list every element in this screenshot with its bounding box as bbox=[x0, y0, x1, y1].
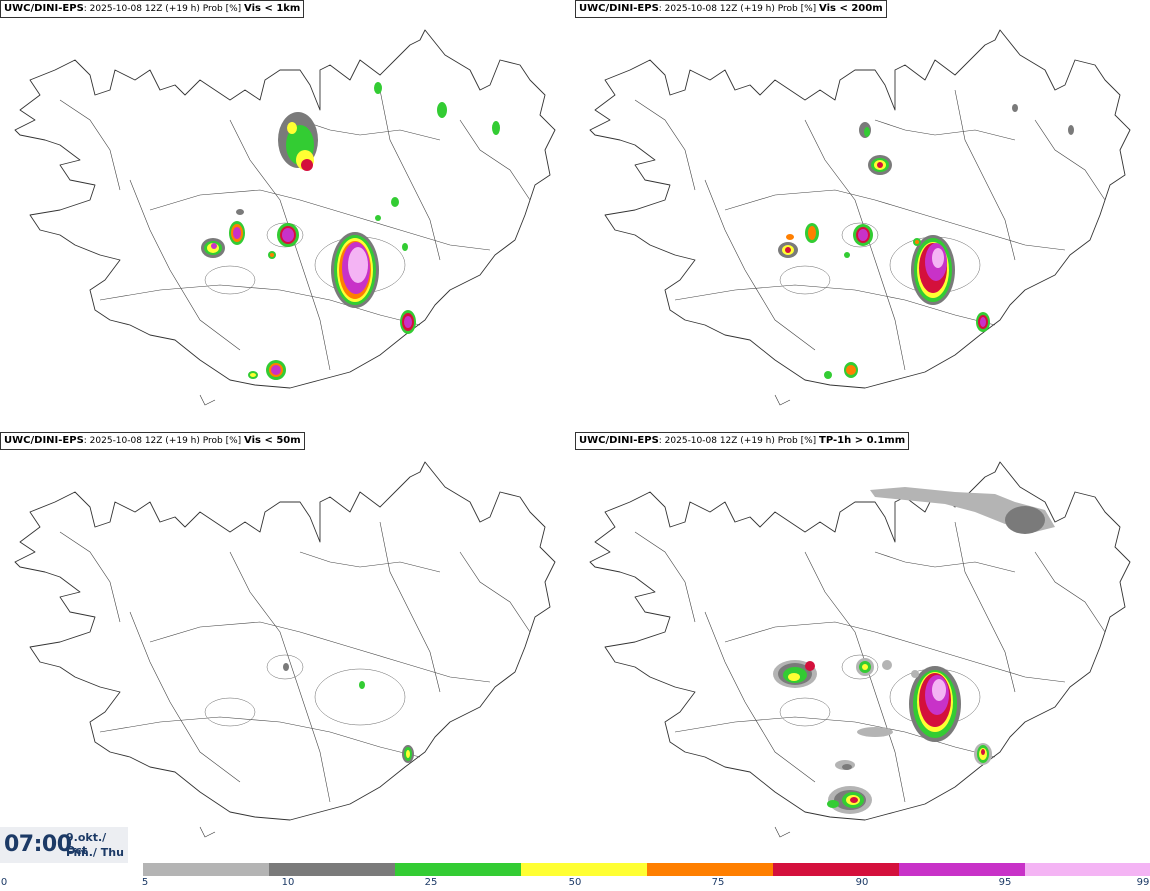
colorbar-segment bbox=[773, 863, 899, 876]
iceland-map bbox=[14, 29, 556, 406]
run-info: : 2025-10-08 12Z (+19 h) Prob [%] bbox=[658, 436, 820, 446]
map-panel-vis-50m: UWC/DINI-EPS: 2025-10-08 12Z (+19 h) Pro… bbox=[0, 432, 575, 862]
map-panel-precip: UWC/DINI-EPS: 2025-10-08 12Z (+19 h) Pro… bbox=[575, 432, 1150, 862]
variable-name: TP-1h > 0.1mm bbox=[819, 435, 906, 446]
colorbar-tick-label: 99 bbox=[1136, 877, 1150, 888]
model-source: UWC/DINI-EPS bbox=[579, 3, 659, 14]
prob-blob bbox=[248, 310, 416, 380]
prob-blob bbox=[824, 104, 1074, 379]
colorbar-tick-label: 5 bbox=[141, 877, 149, 888]
prob-blob bbox=[778, 223, 873, 258]
valid-weekday: Fim./ Thu bbox=[66, 846, 124, 859]
panel-title: UWC/DINI-EPS: 2025-10-08 12Z (+19 h) Pro… bbox=[575, 432, 910, 450]
iceland-map bbox=[14, 461, 556, 838]
valid-time: 07:00 bbox=[4, 832, 72, 857]
colorbar-segment bbox=[899, 863, 1025, 876]
prob-blob bbox=[283, 663, 414, 763]
model-source: UWC/DINI-EPS bbox=[579, 435, 659, 446]
run-info: : 2025-10-08 12Z (+19 h) Prob [%] bbox=[658, 4, 820, 14]
colorbar-segment bbox=[269, 863, 395, 876]
prob-blob bbox=[859, 122, 892, 175]
variable-name: Vis < 1km bbox=[244, 3, 301, 14]
panel-title: UWC/DINI-EPS: 2025-10-08 12Z (+19 h) Pro… bbox=[0, 0, 305, 18]
colorbar bbox=[143, 863, 1150, 876]
variable-name: Vis < 50m bbox=[244, 435, 301, 446]
prob-blob bbox=[201, 221, 245, 258]
prob-blob bbox=[835, 660, 992, 770]
iceland-map bbox=[589, 29, 1131, 406]
colorbar-segment bbox=[1025, 863, 1150, 876]
colorbar-tick-label: 25 bbox=[424, 877, 438, 888]
panel-title: UWC/DINI-EPS: 2025-10-08 12Z (+19 h) Pro… bbox=[0, 432, 305, 450]
colorbar-tick-label: 10 bbox=[281, 877, 295, 888]
colorbar-segment bbox=[647, 863, 773, 876]
prob-blob bbox=[909, 666, 961, 742]
prob-blob bbox=[773, 658, 874, 688]
run-info: : 2025-10-08 12Z (+19 h) Prob [%] bbox=[83, 4, 245, 14]
valid-time-box: 07:00 9.okt./ Oct Fim./ Thu bbox=[0, 827, 128, 863]
colorbar-segment bbox=[395, 863, 521, 876]
colorbar-tick-label: 0 bbox=[0, 877, 8, 888]
colorbar-tick-label: 95 bbox=[998, 877, 1012, 888]
prob-blob bbox=[331, 232, 379, 308]
iceland-map bbox=[589, 461, 1131, 838]
colorbar-segment bbox=[521, 863, 647, 876]
prob-blob bbox=[278, 112, 318, 171]
prob-blob bbox=[236, 82, 500, 259]
panel-title: UWC/DINI-EPS: 2025-10-08 12Z (+19 h) Pro… bbox=[575, 0, 887, 18]
prob-blob bbox=[911, 235, 955, 305]
map-panel-vis-200m: UWC/DINI-EPS: 2025-10-08 12Z (+19 h) Pro… bbox=[575, 0, 1150, 430]
model-source: UWC/DINI-EPS bbox=[4, 3, 84, 14]
colorbar-tick-label: 75 bbox=[711, 877, 725, 888]
colorbar-tick-label: 90 bbox=[855, 877, 869, 888]
run-info: : 2025-10-08 12Z (+19 h) Prob [%] bbox=[83, 436, 245, 446]
variable-name: Vis < 200m bbox=[819, 3, 883, 14]
map-panel-vis-1km: UWC/DINI-EPS: 2025-10-08 12Z (+19 h) Pro… bbox=[0, 0, 575, 430]
model-source: UWC/DINI-EPS bbox=[4, 435, 84, 446]
colorbar-tick-label: 50 bbox=[568, 877, 582, 888]
colorbar-segment bbox=[143, 863, 269, 876]
prob-blob bbox=[870, 487, 1055, 534]
prob-blob bbox=[277, 223, 299, 247]
valid-date: 9.okt./ Oct bbox=[66, 831, 107, 857]
prob-blob bbox=[827, 786, 872, 814]
